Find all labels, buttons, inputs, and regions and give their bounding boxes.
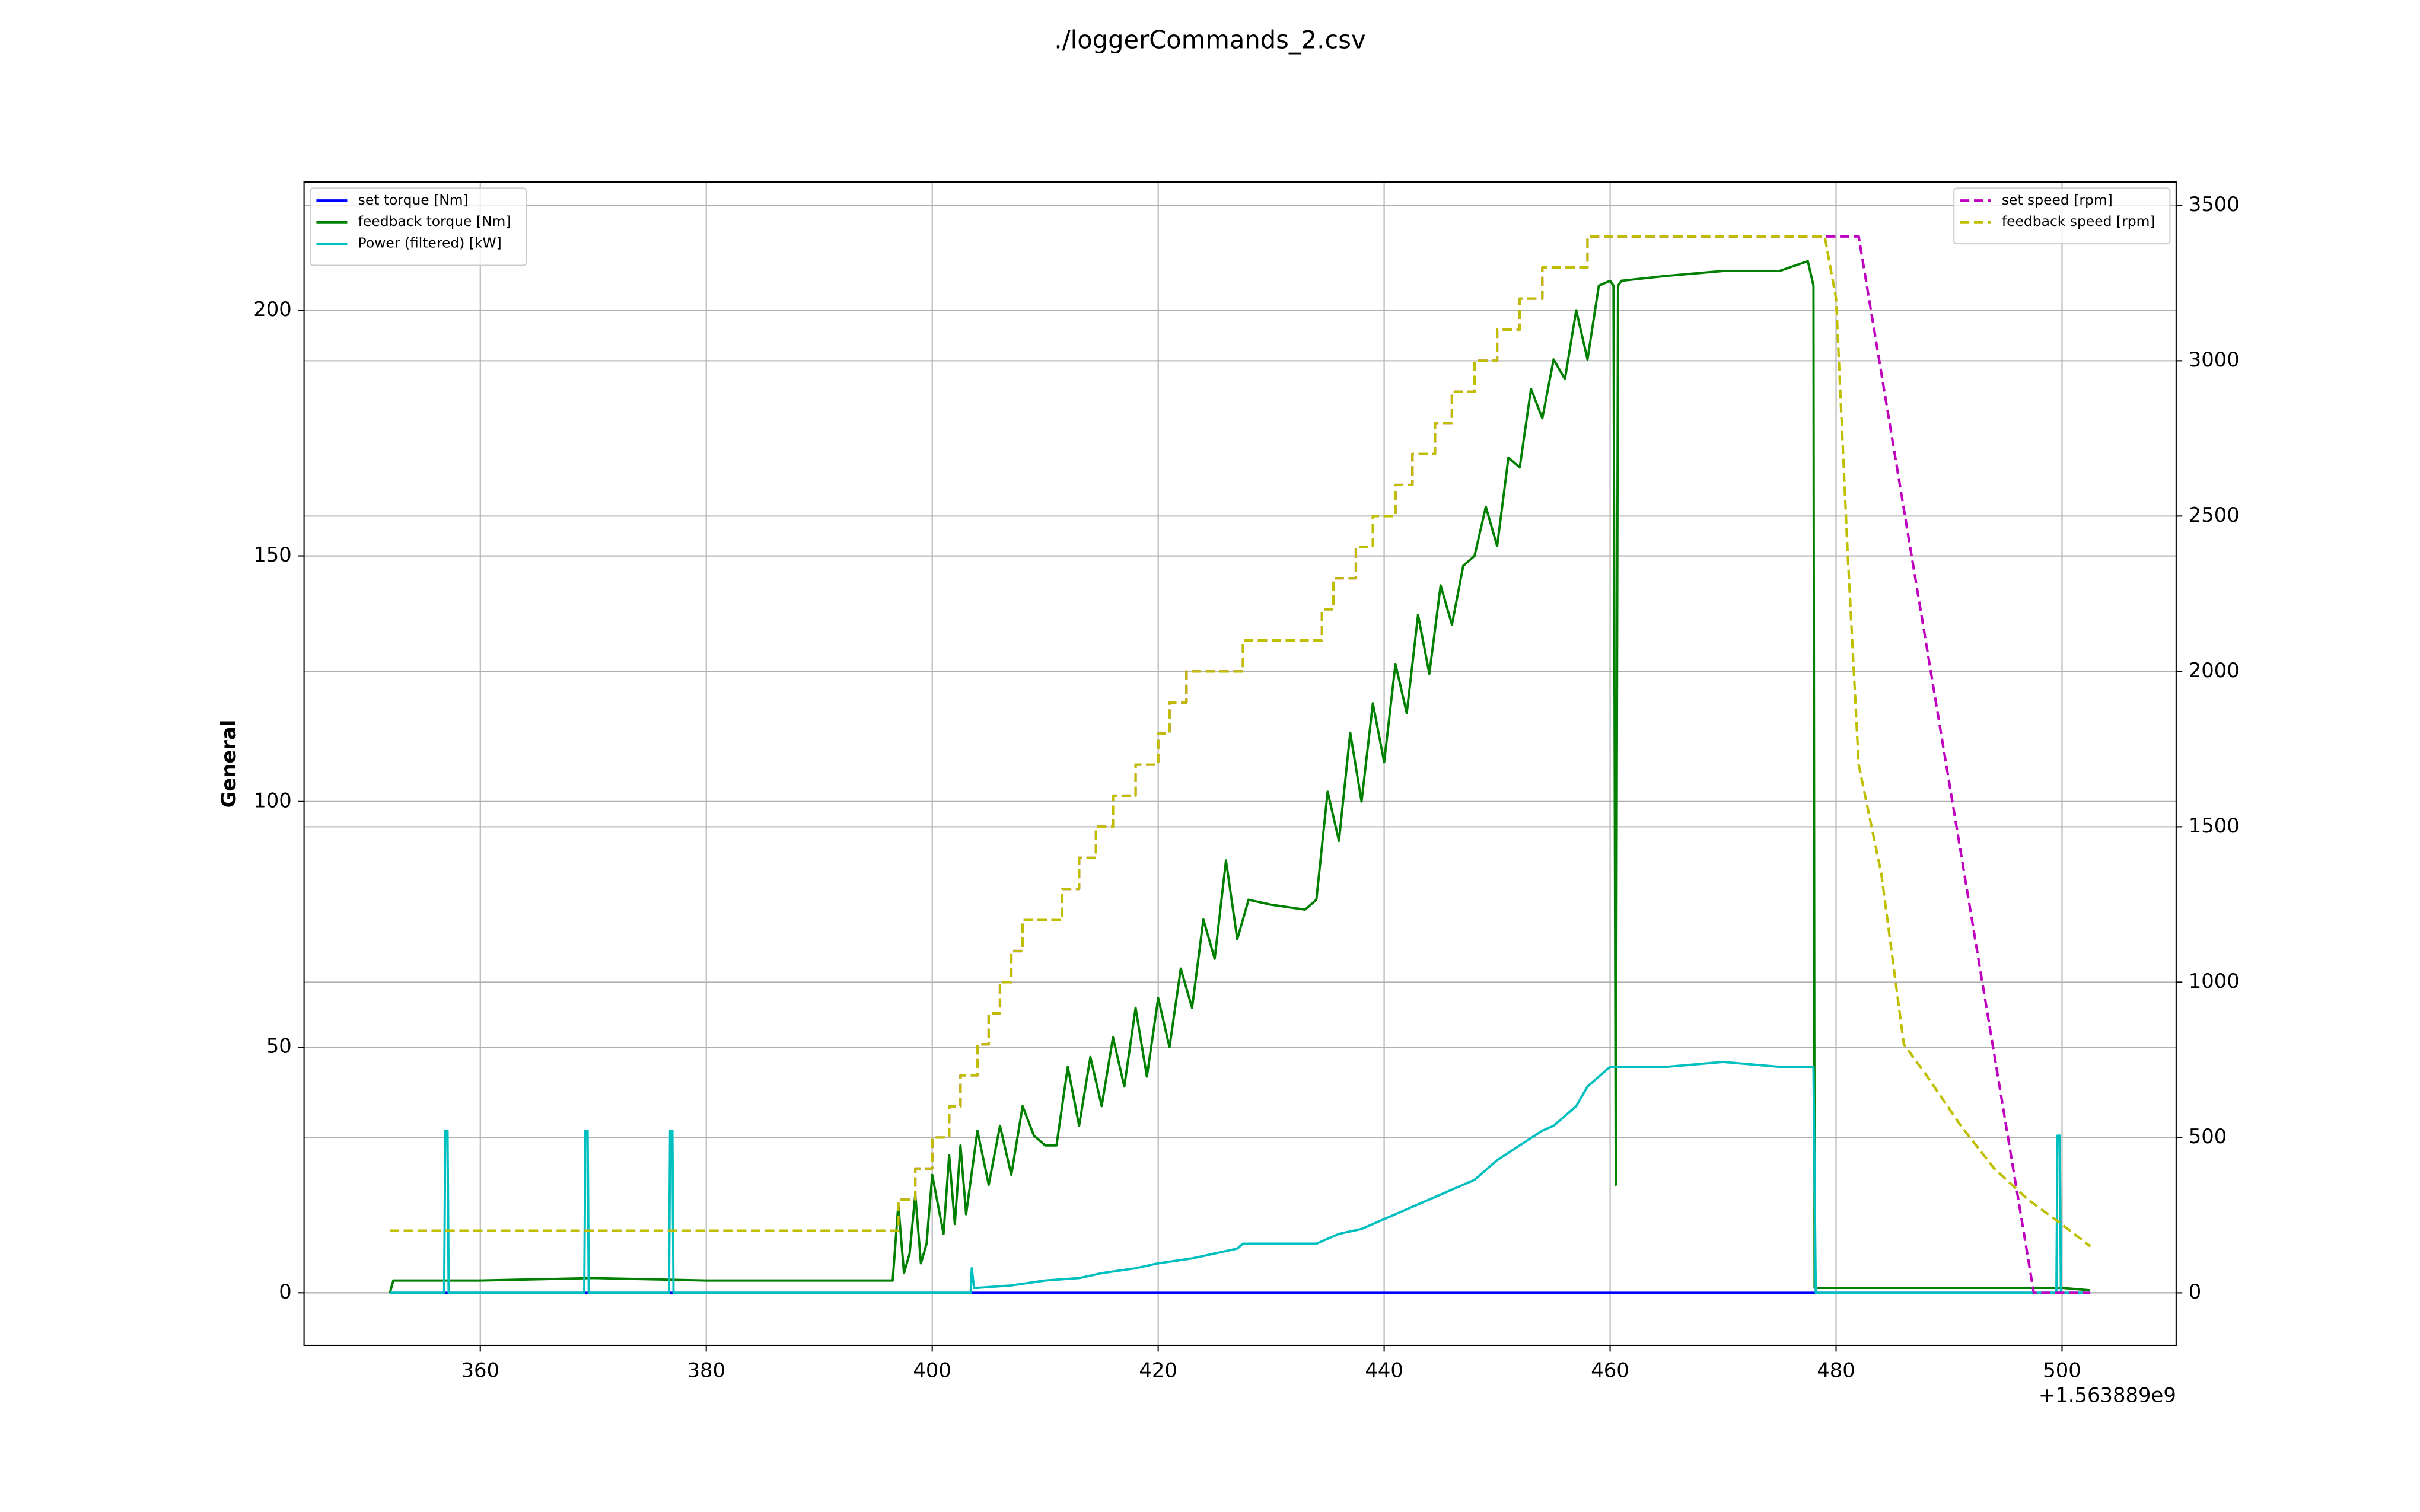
series-line xyxy=(389,260,2091,1293)
y2-tick-label: 3000 xyxy=(2189,348,2240,371)
y-axis-label: General xyxy=(217,720,240,808)
x-tick-label: 500 xyxy=(2043,1359,2081,1382)
legend-box xyxy=(1953,187,2171,245)
y2-tick-label: 2000 xyxy=(2189,659,2240,682)
x-tick-label: 360 xyxy=(461,1359,499,1382)
x-offset-label: +1.563889e9 xyxy=(2039,1383,2176,1406)
legend-label: set torque [Nm] xyxy=(358,192,469,208)
x-tick-label: 380 xyxy=(687,1359,725,1382)
series-line xyxy=(390,235,2091,1248)
y2-tick-label: 3500 xyxy=(2189,193,2240,216)
legend-box xyxy=(309,187,527,266)
legend-label: feedback torque [Nm] xyxy=(358,213,511,229)
y-tick-label: 0 xyxy=(279,1280,292,1303)
chart-title: ./loggerCommands_2.csv xyxy=(1054,25,1365,54)
series-line xyxy=(390,1060,2091,1294)
x-tick-label: 440 xyxy=(1365,1359,1403,1382)
legend-label: set speed [rpm] xyxy=(2002,192,2113,208)
x-tick-label: 420 xyxy=(1139,1359,1177,1382)
y-tick-label: 100 xyxy=(253,789,292,812)
legend-label: feedback speed [rpm] xyxy=(2002,213,2155,229)
legend: set speed [rpm] feedback speed [rpm] xyxy=(1953,187,2171,245)
legend-label: Power (filtered) [kW] xyxy=(358,235,502,251)
plot-frame xyxy=(303,181,2177,1347)
y2-tick-label: 500 xyxy=(2189,1125,2227,1148)
legend: set torque [Nm] feedback torque [Nm] Power… xyxy=(309,187,527,266)
y2-tick-label: 0 xyxy=(2189,1280,2202,1303)
y-tick-label: 50 xyxy=(266,1035,292,1058)
x-tick-label: 460 xyxy=(1591,1359,1629,1382)
x-tick-label: 480 xyxy=(1817,1359,1855,1382)
x-tick-label: 400 xyxy=(913,1359,951,1382)
y-tick-label: 150 xyxy=(253,543,292,566)
y2-tick-label: 1500 xyxy=(2189,814,2240,837)
y2-tick-label: 2500 xyxy=(2189,503,2240,527)
y-tick-label: 200 xyxy=(253,298,292,321)
y2-tick-label: 1000 xyxy=(2189,969,2240,993)
